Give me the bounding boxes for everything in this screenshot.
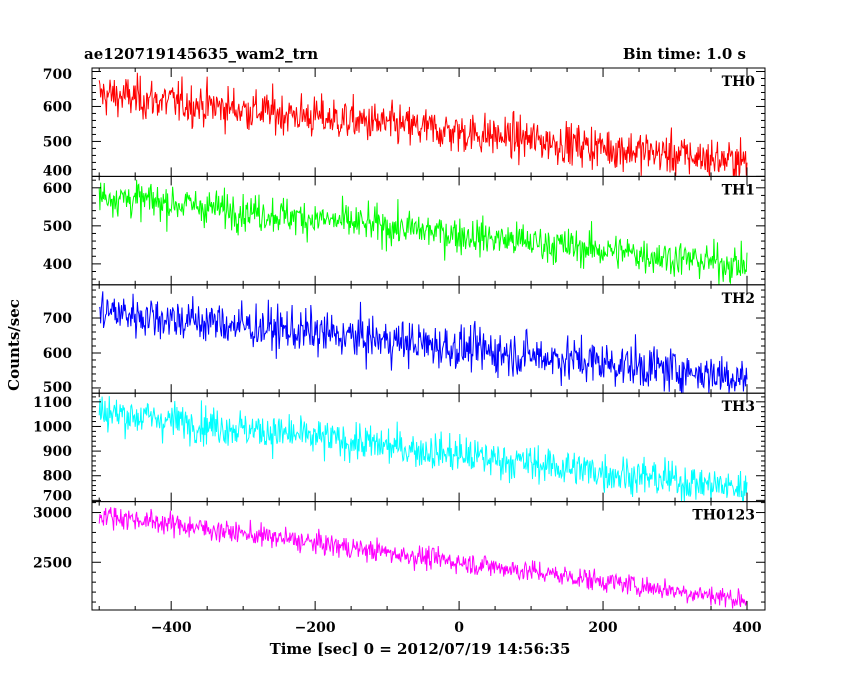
y-tick-label: 400	[43, 163, 72, 179]
y-tick-label: 500	[43, 219, 72, 235]
x-tick-label: −200	[295, 620, 336, 636]
panel-frame-th3	[91, 392, 766, 503]
panel-label-th0: TH0	[722, 74, 756, 90]
series-th3	[98, 396, 748, 503]
panel-label-th0123: TH0123	[692, 508, 755, 524]
y-tick-label: 400	[43, 257, 72, 273]
y-axis-label: Counts/sec	[5, 299, 23, 391]
x-tick-label: 400	[732, 620, 761, 636]
y-tick-label: 700	[43, 489, 72, 505]
y-tick-label: 600	[43, 181, 72, 197]
panels-group: TH0 400 500 600 700 TH1 400 500 600 TH2 500 600 700 T…	[33, 67, 766, 636]
y-tick-label: 3000	[33, 506, 72, 522]
y-tick-label: 900	[43, 444, 72, 460]
panel-label-th2: TH2	[722, 291, 755, 307]
panel-frame-th0123	[91, 501, 766, 611]
y-tick-label: 800	[43, 469, 72, 485]
panel-label-th3: TH3	[722, 399, 755, 415]
y-tick-label: 500	[43, 134, 72, 150]
bin-time-label: Bin time: 1.0 s	[623, 45, 746, 63]
panel-label-th1: TH1	[722, 182, 755, 198]
series-th2	[98, 291, 748, 394]
chart-title: ae120719145635_wam2_trn	[84, 45, 318, 63]
y-tick-label: 700	[43, 67, 72, 83]
y-tick-label: 600	[43, 346, 72, 362]
x-tick-label: −400	[151, 620, 192, 636]
y-tick-label: 500	[43, 380, 72, 396]
x-tick-label: 200	[588, 620, 617, 636]
y-tick-label: 700	[43, 311, 72, 327]
series-th1	[98, 179, 748, 285]
y-tick-label: 2500	[33, 555, 72, 571]
y-tick-label: 600	[43, 99, 72, 115]
x-tick-label: 0	[454, 620, 464, 636]
y-tick-label: 1000	[33, 419, 72, 435]
x-axis-label: Time [sec] 0 = 2012/07/19 14:56:35	[270, 640, 571, 658]
y-tick-label: 1100	[33, 395, 72, 411]
series-th0	[98, 72, 748, 177]
series-th0123	[98, 507, 748, 609]
